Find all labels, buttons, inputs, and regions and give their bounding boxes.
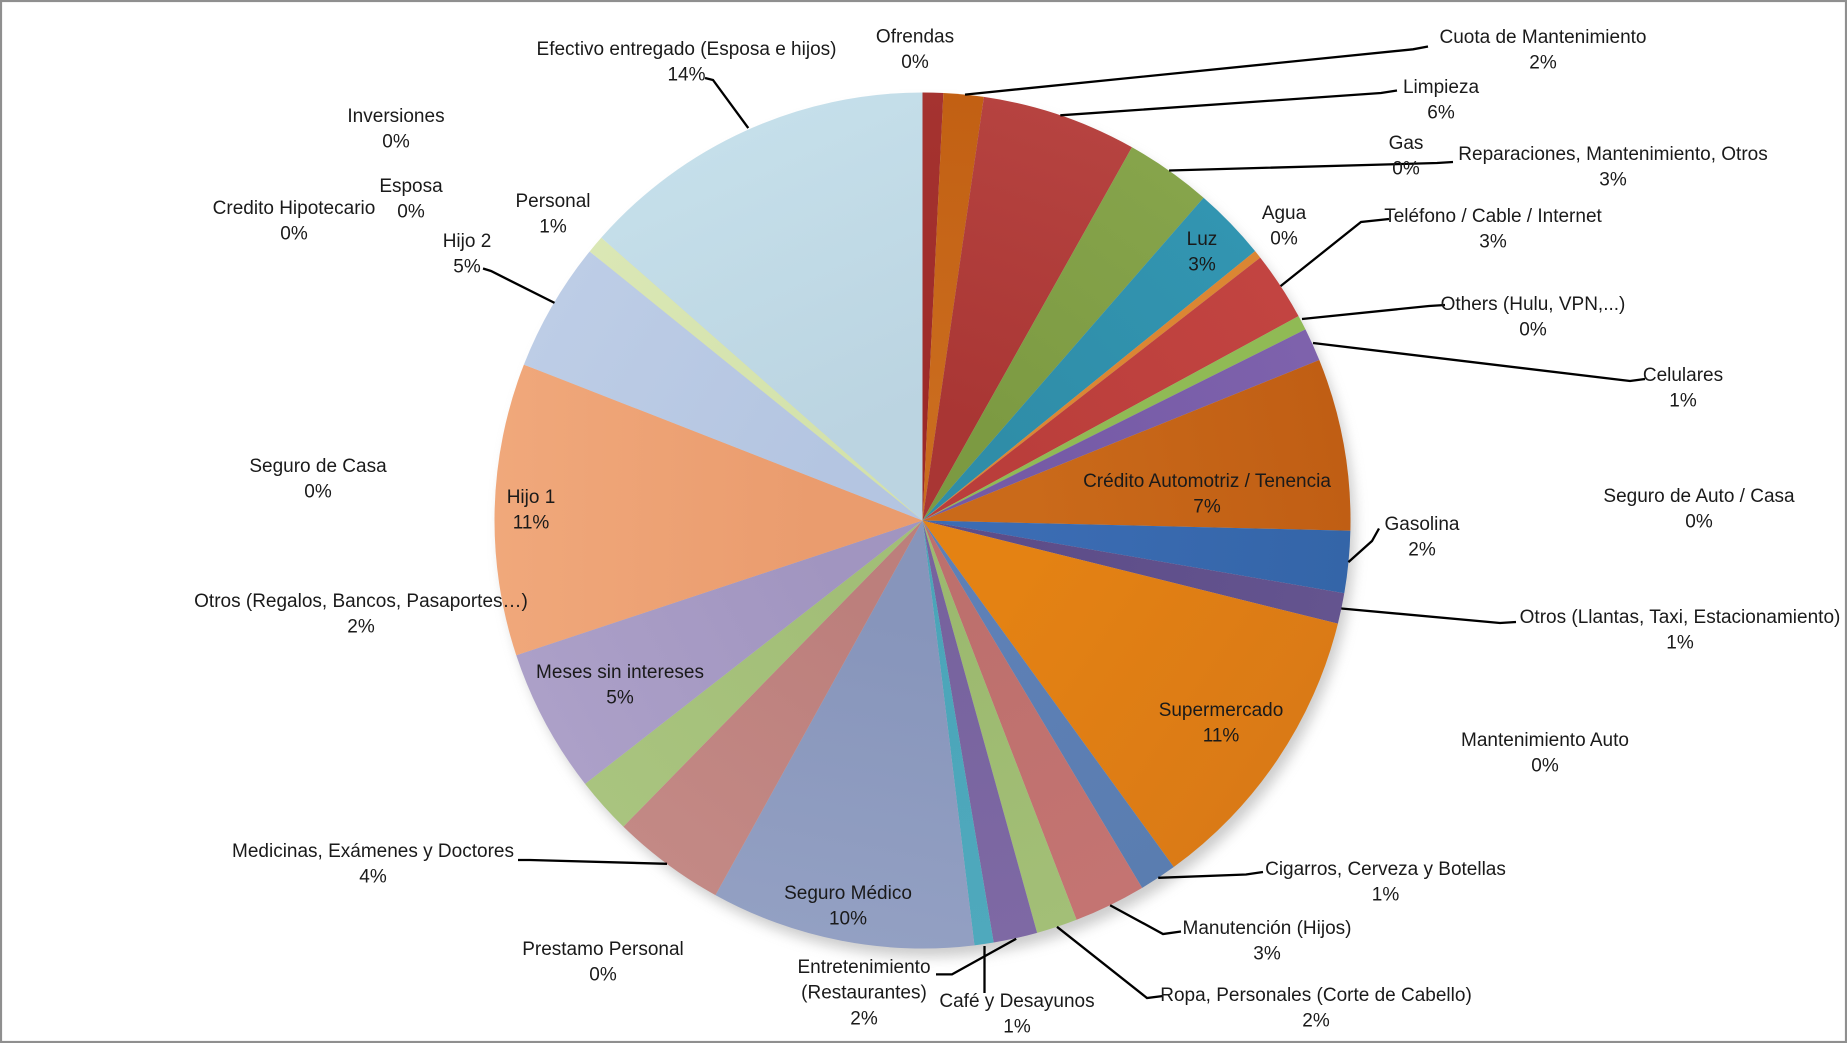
svg-text:0%: 0% bbox=[382, 132, 410, 153]
svg-text:3%: 3% bbox=[1599, 170, 1627, 191]
svg-text:3%: 3% bbox=[1253, 944, 1281, 965]
svg-text:4%: 4% bbox=[359, 867, 387, 888]
svg-text:0%: 0% bbox=[589, 965, 617, 986]
svg-text:11%: 11% bbox=[513, 513, 550, 534]
svg-text:1%: 1% bbox=[539, 217, 567, 238]
svg-text:5%: 5% bbox=[606, 688, 634, 709]
svg-text:Mantenimiento Auto: Mantenimiento Auto bbox=[1461, 730, 1629, 751]
svg-text:3%: 3% bbox=[1188, 255, 1216, 276]
svg-text:0%: 0% bbox=[397, 202, 425, 223]
svg-text:Otros (Regalos, Bancos, Pasapo: Otros (Regalos, Bancos, Pasaportes…) bbox=[194, 591, 528, 612]
svg-text:Ropa, Personales (Corte de Cab: Ropa, Personales (Corte de Cabello) bbox=[1160, 985, 1472, 1006]
svg-text:Cuota de Mantenimiento: Cuota de Mantenimiento bbox=[1439, 27, 1646, 48]
svg-text:Manutención (Hijos): Manutención (Hijos) bbox=[1183, 918, 1352, 939]
svg-text:Inversiones: Inversiones bbox=[347, 106, 444, 127]
svg-text:11%: 11% bbox=[1203, 726, 1240, 747]
svg-text:Meses sin intereses: Meses sin intereses bbox=[536, 662, 704, 683]
svg-text:1%: 1% bbox=[1666, 633, 1694, 654]
svg-text:Medicinas, Exámenes y Doctores: Medicinas, Exámenes y Doctores bbox=[232, 841, 514, 862]
svg-text:2%: 2% bbox=[1529, 53, 1557, 74]
svg-text:Seguro Médico: Seguro Médico bbox=[784, 883, 912, 904]
svg-text:7%: 7% bbox=[1193, 497, 1221, 518]
svg-text:Esposa: Esposa bbox=[379, 176, 443, 197]
svg-text:Celulares: Celulares bbox=[1643, 365, 1723, 386]
svg-text:Cigarros, Cerveza y Botellas: Cigarros, Cerveza y Botellas bbox=[1265, 859, 1506, 880]
svg-text:0%: 0% bbox=[901, 52, 929, 73]
svg-text:0%: 0% bbox=[1392, 159, 1420, 180]
svg-text:5%: 5% bbox=[453, 257, 481, 278]
svg-text:14%: 14% bbox=[667, 65, 705, 86]
svg-text:Café y Desayunos: Café y Desayunos bbox=[939, 991, 1094, 1012]
svg-text:Hijo 1: Hijo 1 bbox=[507, 487, 556, 508]
svg-text:2%: 2% bbox=[1408, 540, 1436, 561]
svg-text:0%: 0% bbox=[280, 224, 308, 245]
svg-text:Gas: Gas bbox=[1389, 133, 1424, 154]
svg-text:2%: 2% bbox=[347, 617, 375, 638]
svg-text:Seguro de Casa: Seguro de Casa bbox=[249, 456, 387, 477]
svg-text:Prestamo Personal: Prestamo Personal bbox=[522, 939, 684, 960]
svg-text:1%: 1% bbox=[1669, 391, 1697, 412]
svg-text:0%: 0% bbox=[304, 482, 332, 503]
svg-text:Credito Hipotecario: Credito Hipotecario bbox=[213, 198, 376, 219]
svg-text:(Restaurantes): (Restaurantes) bbox=[801, 983, 927, 1004]
svg-text:6%: 6% bbox=[1427, 103, 1455, 124]
svg-text:0%: 0% bbox=[1531, 756, 1559, 777]
svg-text:Efectivo entregado (Esposa e h: Efectivo entregado (Esposa e hijos) bbox=[537, 39, 837, 60]
svg-text:0%: 0% bbox=[1685, 512, 1713, 533]
svg-text:Otros (Llantas, Taxi, Estacion: Otros (Llantas, Taxi, Estacionamiento) bbox=[1520, 607, 1841, 628]
svg-text:10%: 10% bbox=[829, 909, 867, 930]
svg-text:Seguro de Auto / Casa: Seguro de Auto / Casa bbox=[1603, 486, 1795, 507]
svg-text:Gasolina: Gasolina bbox=[1385, 514, 1460, 535]
svg-text:0%: 0% bbox=[1519, 320, 1547, 341]
svg-text:Limpieza: Limpieza bbox=[1403, 77, 1479, 98]
svg-text:Others (Hulu, VPN,...): Others (Hulu, VPN,...) bbox=[1441, 294, 1626, 315]
svg-text:0%: 0% bbox=[1270, 229, 1298, 250]
svg-text:Teléfono / Cable / Internet: Teléfono / Cable / Internet bbox=[1384, 206, 1602, 227]
svg-text:Luz: Luz bbox=[1187, 229, 1218, 250]
svg-text:3%: 3% bbox=[1479, 232, 1507, 253]
svg-text:Agua: Agua bbox=[1262, 203, 1307, 224]
svg-text:Crédito Automotriz / Tenencia: Crédito Automotriz / Tenencia bbox=[1083, 471, 1331, 492]
svg-text:Supermercado: Supermercado bbox=[1159, 700, 1284, 721]
svg-text:2%: 2% bbox=[1302, 1011, 1330, 1032]
svg-text:Entretenimiento: Entretenimiento bbox=[797, 957, 930, 978]
svg-text:Reparaciones, Mantenimiento, O: Reparaciones, Mantenimiento, Otros bbox=[1458, 144, 1767, 165]
svg-text:Ofrendas: Ofrendas bbox=[876, 26, 954, 47]
svg-text:Hijo 2: Hijo 2 bbox=[443, 231, 492, 252]
svg-text:2%: 2% bbox=[850, 1008, 878, 1029]
svg-text:Personal: Personal bbox=[516, 191, 591, 212]
svg-text:1%: 1% bbox=[1003, 1017, 1031, 1038]
svg-text:1%: 1% bbox=[1372, 885, 1400, 906]
